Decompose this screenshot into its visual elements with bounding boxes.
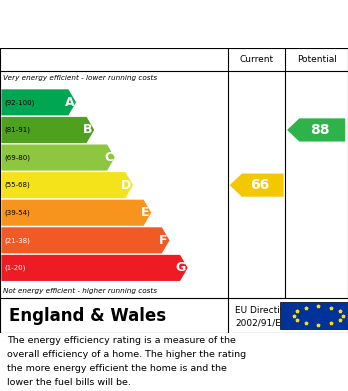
Text: (81-91): (81-91) [4,127,30,133]
Polygon shape [1,145,115,170]
Text: Not energy efficient - higher running costs: Not energy efficient - higher running co… [3,287,158,294]
Text: lower the fuel bills will be.: lower the fuel bills will be. [7,378,131,387]
Text: (92-100): (92-100) [4,99,34,106]
Bar [280,302,348,329]
Text: The energy efficiency rating is a measure of the: The energy efficiency rating is a measur… [7,336,236,345]
Polygon shape [1,200,151,226]
Text: B: B [83,124,93,136]
Text: Current: Current [239,55,274,64]
Polygon shape [1,227,169,253]
Text: G: G [176,262,186,274]
Polygon shape [1,172,133,198]
Text: (55-68): (55-68) [4,182,30,188]
Text: overall efficiency of a home. The higher the rating: overall efficiency of a home. The higher… [7,350,246,359]
Polygon shape [1,117,94,143]
Text: 2002/91/EC: 2002/91/EC [235,318,287,327]
Polygon shape [1,255,188,281]
Text: the more energy efficient the home is and the: the more energy efficient the home is an… [7,364,227,373]
Text: 66: 66 [251,178,270,192]
Polygon shape [230,174,284,197]
Polygon shape [1,89,76,115]
Text: F: F [159,234,168,247]
Text: (21-38): (21-38) [4,237,30,244]
Text: 88: 88 [310,123,330,137]
Text: Very energy efficient - lower running costs: Very energy efficient - lower running co… [3,75,158,81]
Text: (69-80): (69-80) [4,154,30,161]
Text: D: D [121,179,131,192]
Text: EU Directive: EU Directive [235,306,291,315]
Text: (39-54): (39-54) [4,210,30,216]
Text: Energy Efficiency Rating: Energy Efficiency Rating [10,16,232,32]
Polygon shape [287,118,345,142]
Text: England & Wales: England & Wales [9,307,166,325]
Text: C: C [104,151,113,164]
Text: E: E [141,206,150,219]
Text: A: A [65,96,74,109]
Text: (1-20): (1-20) [4,265,25,271]
Text: Potential: Potential [297,55,337,64]
